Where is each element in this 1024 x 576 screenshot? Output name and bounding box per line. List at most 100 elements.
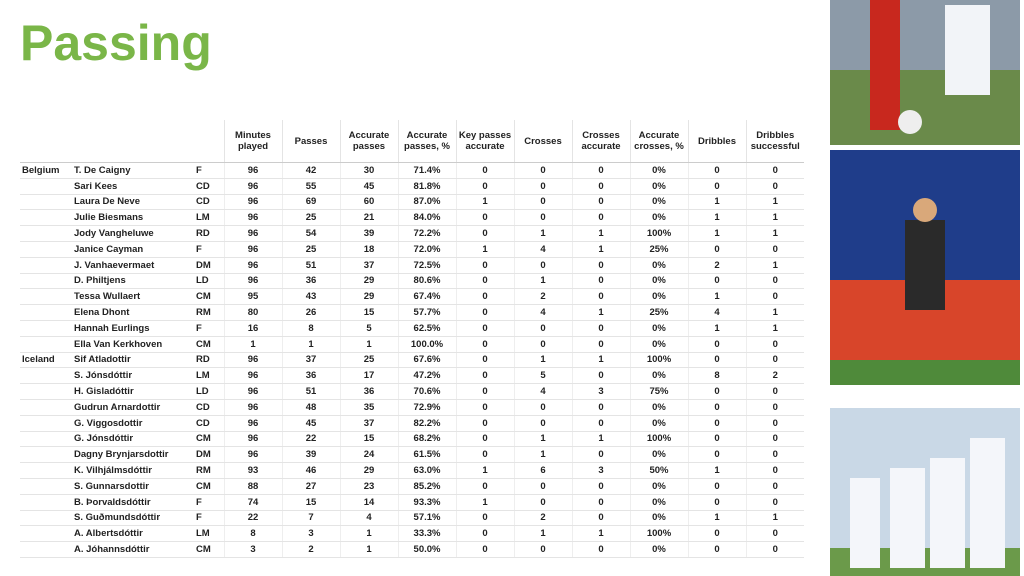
stat-cell: 1 [571, 431, 630, 448]
stat-cell: 82.2% [397, 415, 456, 432]
player-row: Julie Biesmans LM 96 25 21 84.0% 0 0 0 0% 1 1 [20, 209, 804, 227]
stat-cell: 1 [513, 431, 572, 448]
position: CM [194, 431, 224, 448]
stat-cell: 69 [281, 194, 340, 211]
stat-cell: 72.2% [397, 225, 456, 242]
stat-cell: 0 [455, 162, 514, 179]
position: LM [194, 525, 224, 543]
stat-cell: 33.3% [397, 525, 456, 543]
stat-cell: 80 [223, 304, 282, 321]
team-cell [20, 510, 72, 527]
stat-cell: 0 [513, 336, 572, 353]
stat-cell: 50% [629, 462, 688, 479]
column-header: Accurate passes, % [397, 120, 456, 163]
stat-cell: 27 [281, 478, 340, 495]
stat-cell: 0 [455, 304, 514, 321]
stat-cell: 74 [223, 494, 282, 511]
stat-cell: 29 [339, 288, 398, 306]
photo-3 [830, 408, 1020, 576]
team-cell [20, 478, 72, 495]
column-header: Dribbles [687, 120, 746, 163]
stat-cell: 50.0% [397, 541, 456, 558]
stat-cell: 0 [745, 178, 804, 195]
stat-cell: 0% [629, 178, 688, 195]
stat-cell: 72.9% [397, 399, 456, 416]
team-cell [20, 273, 72, 290]
stat-cell: 1 [745, 194, 804, 211]
stat-cell: 1 [513, 273, 572, 290]
stat-cell: 96 [223, 241, 282, 258]
stat-cell: 0 [571, 162, 630, 179]
stat-cell: 54 [281, 225, 340, 242]
stat-cell: 1 [339, 336, 398, 353]
stat-cell: 0 [745, 541, 804, 558]
stat-cell: 0 [745, 288, 804, 306]
player-row: G. Viggosdottir CD 96 45 37 82.2% 0 0 0 0% 0 0 [20, 415, 804, 432]
stat-cell: 0 [455, 273, 514, 290]
stat-cell: 51 [281, 257, 340, 274]
stat-cell: 1 [745, 320, 804, 337]
stat-cell: 25% [629, 304, 688, 321]
stat-cell: 25% [629, 241, 688, 258]
player-name: G. Viggosdottir [72, 415, 194, 432]
stat-cell: 0 [571, 209, 630, 227]
stat-cell: 1 [513, 446, 572, 464]
stat-cell: 26 [281, 304, 340, 321]
stat-cell: 0% [629, 446, 688, 464]
position: LM [194, 367, 224, 385]
position: DM [194, 257, 224, 274]
player-name: B. Þorvaldsdóttir [72, 494, 194, 511]
stat-cell: 0 [687, 478, 746, 495]
team-cell [20, 257, 72, 274]
team-cell [20, 415, 72, 432]
stat-cell: 8 [687, 367, 746, 385]
stat-cell: 100% [629, 352, 688, 369]
player-name: A. Albertsdóttir [72, 525, 194, 543]
player-name: D. Philtjens [72, 273, 194, 290]
stat-cell: 0% [629, 320, 688, 337]
stat-cell: 0 [455, 541, 514, 558]
player-name: Janice Cayman [72, 241, 194, 258]
column-header: Dribbles successful [745, 120, 804, 163]
position: F [194, 320, 224, 337]
stat-cell: 0% [629, 257, 688, 274]
stat-cell: 29 [339, 462, 398, 479]
stat-cell: 25 [281, 209, 340, 227]
stat-cell: 0 [687, 431, 746, 448]
stat-cell: 72.5% [397, 257, 456, 274]
player-name: Ella Van Kerkhoven [72, 336, 194, 353]
position: LM [194, 209, 224, 227]
stat-cell: 1 [513, 525, 572, 543]
stat-cell: 2 [513, 288, 572, 306]
stat-cell: 0 [571, 257, 630, 274]
player-row: G. Jónsdóttir CM 96 22 15 68.2% 0 1 1 100% 0 0 [20, 431, 804, 448]
stat-cell: 1 [571, 304, 630, 321]
stat-cell: 1 [455, 494, 514, 511]
stat-cell: 45 [339, 178, 398, 195]
position: F [194, 510, 224, 527]
stat-cell: 0 [455, 446, 514, 464]
stat-cell: 15 [339, 431, 398, 448]
stat-cell: 71.4% [397, 162, 456, 179]
player-name: S. Guðmundsdóttir [72, 510, 194, 527]
stat-cell: 68.2% [397, 431, 456, 448]
stat-cell: 0 [571, 288, 630, 306]
player-name: S. Jónsdóttir [72, 367, 194, 385]
stat-cell: 0% [629, 336, 688, 353]
stat-cell: 1 [571, 225, 630, 242]
stat-cell: 25 [281, 241, 340, 258]
stat-cell: 61.5% [397, 446, 456, 464]
stat-cell: 37 [339, 415, 398, 432]
stat-cell: 18 [339, 241, 398, 258]
stat-cell: 45 [281, 415, 340, 432]
photo-2 [830, 150, 1020, 385]
stat-cell: 0 [571, 336, 630, 353]
player-name: H. Gisladóttir [72, 383, 194, 400]
stat-cell: 63.0% [397, 462, 456, 479]
stat-cell: 70.6% [397, 383, 456, 400]
stat-cell: 0 [455, 336, 514, 353]
stat-cell: 3 [223, 541, 282, 558]
stat-cell: 0% [629, 415, 688, 432]
stat-cell: 21 [339, 209, 398, 227]
stat-cell: 0 [745, 462, 804, 479]
